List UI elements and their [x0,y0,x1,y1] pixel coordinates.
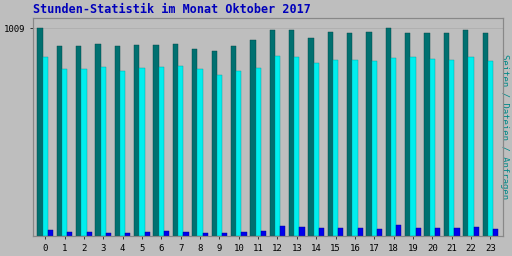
Bar [211,51,217,236]
Bar [444,33,449,236]
Bar [377,229,382,236]
Bar [241,232,247,236]
Bar [463,30,468,236]
Bar [468,57,474,236]
Bar [396,225,401,236]
Bar [300,227,305,236]
Bar [159,67,164,236]
Bar [474,227,479,236]
Bar [67,232,72,236]
Bar [275,56,280,236]
Bar [488,61,493,236]
Bar [48,230,53,236]
Bar [178,66,183,236]
Bar [454,228,459,236]
Bar [308,38,313,236]
Bar [391,58,396,236]
Bar [57,47,62,236]
Bar [289,30,294,236]
Bar [106,233,111,236]
Bar [435,228,440,236]
Bar [261,231,266,236]
Bar [352,60,357,236]
Bar [37,28,42,236]
Bar [198,69,203,236]
Bar [203,233,208,236]
Bar [101,67,106,236]
Bar [424,33,430,236]
Bar [115,47,120,236]
Bar [405,33,410,236]
Bar [164,231,169,236]
Bar [42,57,48,236]
Bar [410,57,416,236]
Bar [183,232,188,236]
Bar [222,233,227,236]
Bar [144,232,150,236]
Bar [120,71,125,236]
Bar [386,28,391,236]
Bar [62,69,67,236]
Bar [236,71,241,236]
Bar [125,233,131,236]
Bar [357,228,362,236]
Bar [76,47,81,236]
Bar [347,33,352,236]
Bar [367,32,372,236]
Bar [280,226,285,236]
Bar [319,228,324,236]
Bar [294,57,300,236]
Bar [87,232,92,236]
Bar [231,47,236,236]
Bar [134,45,139,236]
Bar [493,229,498,236]
Bar [372,61,377,236]
Bar [139,68,144,236]
Bar [217,75,222,236]
Bar [270,30,275,236]
Bar [81,69,87,236]
Text: Stunden-Statistik im Monat Oktober 2017: Stunden-Statistik im Monat Oktober 2017 [33,4,310,16]
Bar [250,40,255,236]
Bar [173,44,178,236]
Bar [482,33,488,236]
Bar [255,68,261,236]
Bar [333,60,338,236]
Bar [154,45,159,236]
Bar [416,228,421,236]
Bar [95,44,101,236]
Y-axis label: Seiten / Dateien / Anfragen: Seiten / Dateien / Anfragen [500,54,508,199]
Bar [192,49,198,236]
Bar [338,228,344,236]
Bar [430,59,435,236]
Bar [328,32,333,236]
Bar [313,63,319,236]
Bar [449,60,454,236]
